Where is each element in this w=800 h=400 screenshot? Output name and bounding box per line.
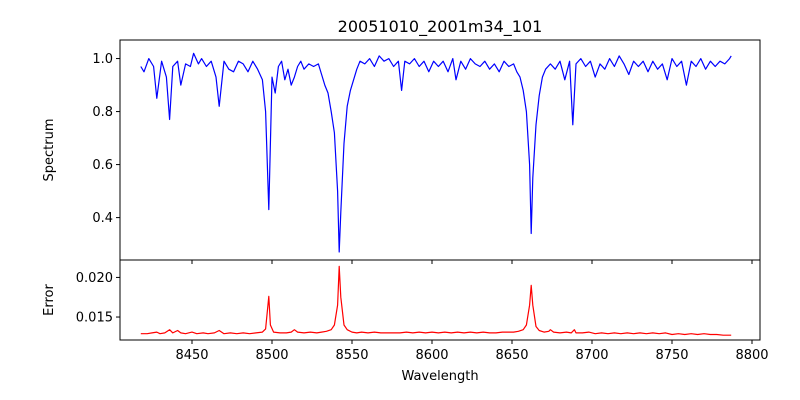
error-y-tick-label: 0.020 <box>76 271 113 286</box>
error-x-tick-label: 8800 <box>735 348 768 363</box>
error-y-axis-label: Error <box>42 284 57 316</box>
error-x-tick-label: 8600 <box>415 348 448 363</box>
error-y-ticks: 0.015 0.020 <box>76 271 120 326</box>
error-x-tick-label: 8700 <box>575 348 608 363</box>
error-x-ticks: 8450 8500 8550 8600 8650 8700 8750 8800 <box>175 340 769 363</box>
spectrum-y-tick-label: 0.8 <box>92 105 113 120</box>
error-plot-area <box>140 265 732 336</box>
spectrum-series-line <box>140 52 732 253</box>
x-axis-label: Wavelength <box>401 369 478 384</box>
spectrum-plot-area <box>140 52 732 253</box>
spectrum-panel: 0.4 0.6 0.8 1.0 Spectrum <box>42 39 761 264</box>
chart-title: 20051010_2001m34_101 <box>338 17 543 37</box>
error-axes-frame <box>119 259 761 341</box>
spectrum-x-ticks <box>191 260 753 264</box>
error-x-tick-label: 8650 <box>495 348 528 363</box>
error-x-tick-label: 8750 <box>655 348 688 363</box>
spectrum-y-tick-label: 0.4 <box>92 211 113 226</box>
spectrum-y-tick-label: 0.6 <box>92 158 113 173</box>
error-y-tick-label: 0.015 <box>76 311 113 326</box>
error-x-tick-label: 8500 <box>255 348 288 363</box>
spectrum-axes-frame <box>119 39 761 261</box>
spectrum-y-ticks: 0.4 0.6 0.8 1.0 <box>92 52 120 226</box>
error-x-tick-label: 8550 <box>335 348 368 363</box>
error-x-tick-label: 8450 <box>175 348 208 363</box>
spectrum-y-tick-label: 1.0 <box>92 52 113 67</box>
error-series-line <box>140 265 732 336</box>
spectrum-y-axis-label: Spectrum <box>42 119 57 182</box>
